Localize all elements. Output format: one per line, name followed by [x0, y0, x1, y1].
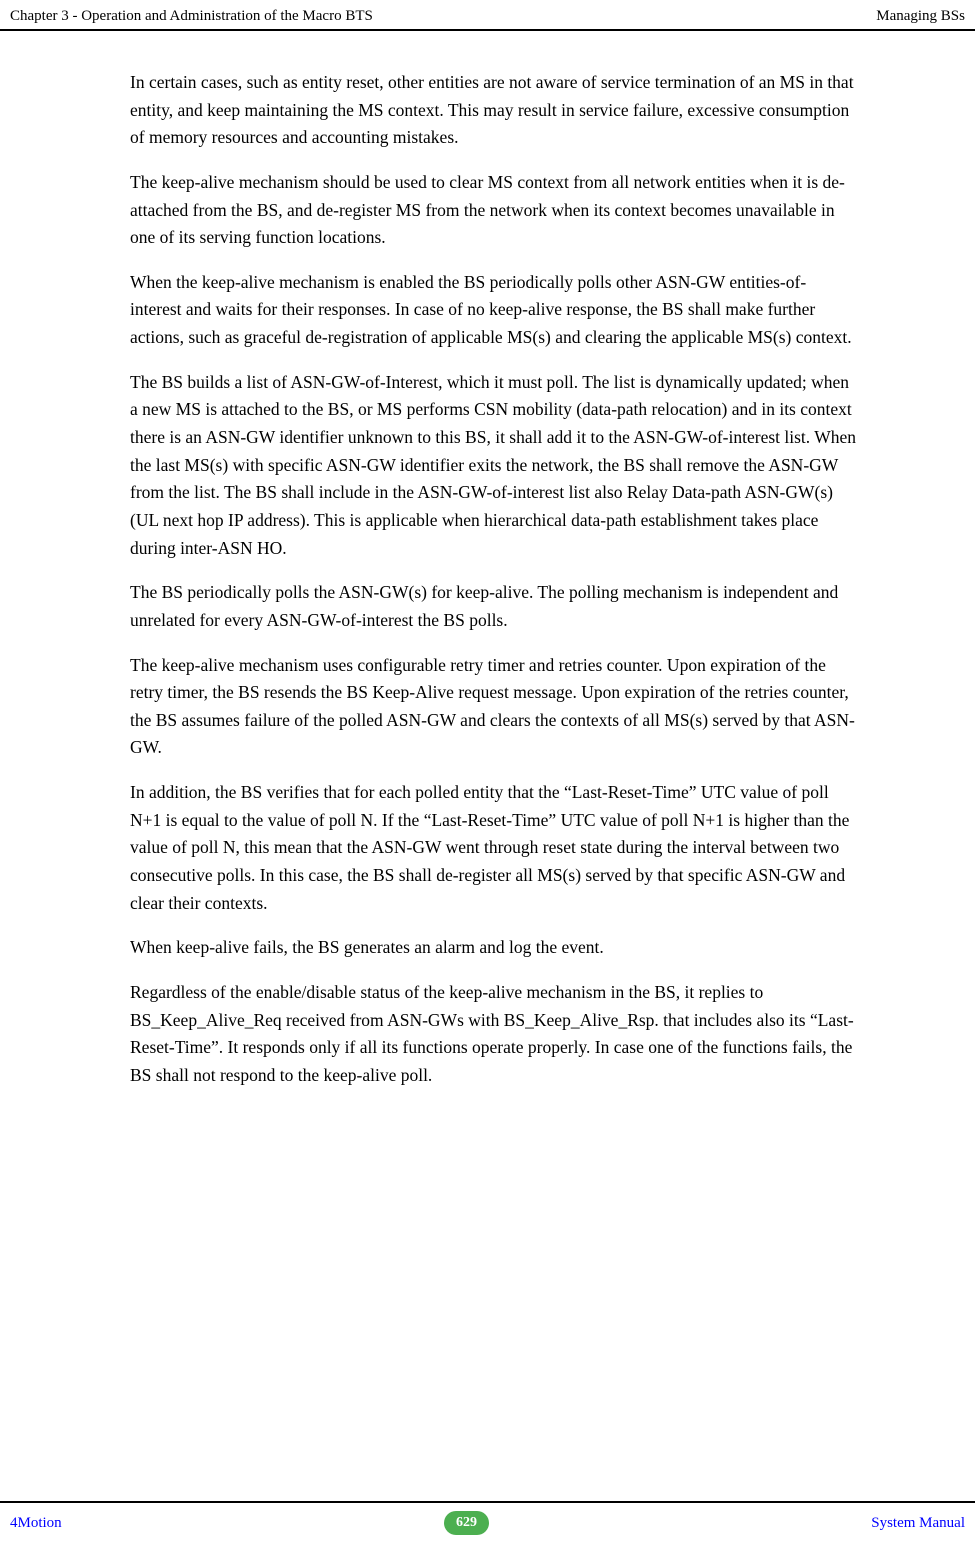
footer-manual: System Manual — [871, 1515, 965, 1532]
body-paragraph: The keep-alive mechanism uses configurab… — [130, 652, 857, 763]
header-chapter: Chapter 3 - Operation and Administration… — [10, 8, 373, 25]
footer-brand: 4Motion — [10, 1515, 62, 1532]
body-paragraph: The BS builds a list of ASN-GW-of-Intere… — [130, 369, 857, 562]
body-paragraph: In certain cases, such as entity reset, … — [130, 69, 857, 152]
body-paragraph: The keep-alive mechanism should be used … — [130, 169, 857, 252]
body-paragraph: The BS periodically polls the ASN-GW(s) … — [130, 579, 857, 634]
page-number-badge: 629 — [444, 1511, 489, 1535]
header-section: Managing BSs — [876, 8, 965, 25]
page-footer: 4Motion 629 System Manual — [0, 1501, 975, 1545]
page-header: Chapter 3 - Operation and Administration… — [0, 0, 975, 31]
page-content: In certain cases, such as entity reset, … — [0, 31, 975, 1090]
body-paragraph: Regardless of the enable/disable status … — [130, 979, 857, 1090]
body-paragraph: In addition, the BS verifies that for ea… — [130, 779, 857, 917]
body-paragraph: When the keep-alive mechanism is enabled… — [130, 269, 857, 352]
body-paragraph: When keep-alive fails, the BS generates … — [130, 934, 857, 962]
